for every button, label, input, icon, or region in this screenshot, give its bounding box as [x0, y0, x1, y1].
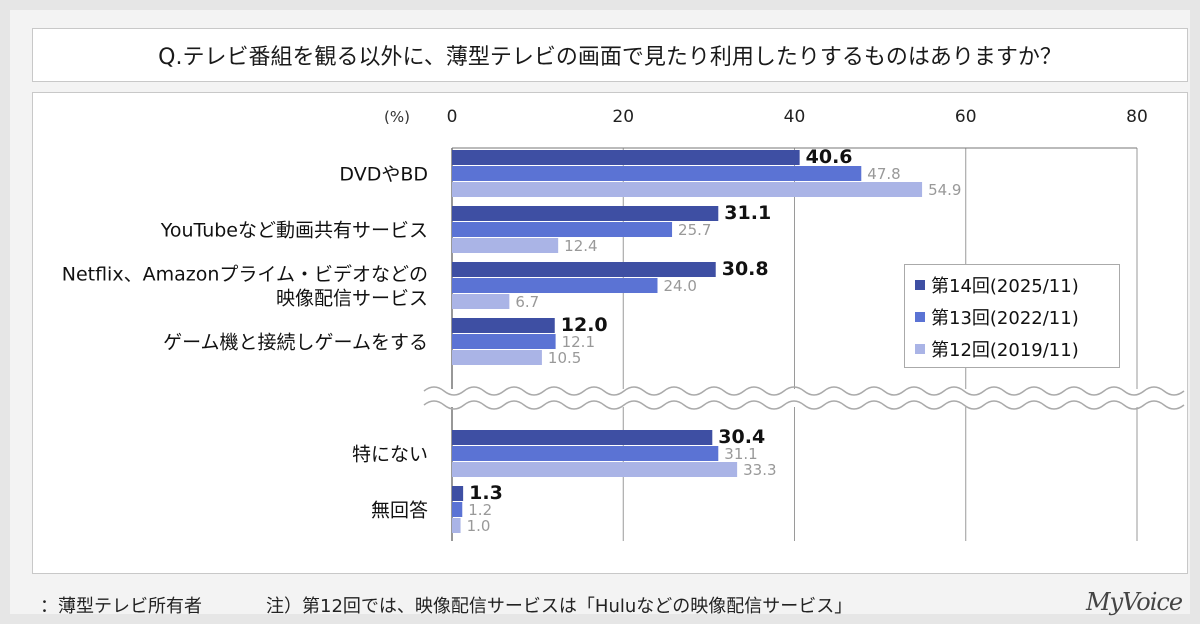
category-label: 特にない [352, 444, 428, 466]
bar-s13 [452, 278, 658, 293]
axis-break-wave [423, 400, 1185, 410]
data-label-s13: 47.8 [867, 165, 900, 183]
data-label-s14: 30.4 [718, 426, 765, 448]
x-tick-label: 40 [784, 107, 806, 127]
bar-s13 [452, 502, 463, 517]
legend-item-s12: 第12回(2019/11) [915, 333, 1109, 365]
bar-s12 [452, 462, 738, 477]
data-label-s12: 33.3 [743, 461, 776, 479]
bar-s12 [452, 518, 461, 533]
legend-swatch-s14 [915, 280, 925, 290]
legend-label-s13: 第13回(2022/11) [931, 308, 1079, 329]
data-label-s13: 1.2 [468, 501, 492, 519]
category-label: DVDやBD [339, 164, 428, 186]
category-label: 映像配信サービス [276, 288, 428, 310]
category-label: Netflix、Amazonプライム・ビデオなどの [62, 264, 428, 286]
bar-s13 [452, 222, 673, 237]
data-label-s13: 12.1 [562, 333, 595, 351]
footnote: 注）第12回では、映像配信サービスは「Huluなどの映像配信サービス」 [266, 596, 853, 617]
data-label-s14: 40.6 [806, 146, 853, 168]
bar-s14 [452, 150, 800, 165]
bar-s13 [452, 334, 556, 349]
bar-s12 [452, 182, 923, 197]
brand-logo: MyVoice [1086, 588, 1183, 616]
data-label-s13: 31.1 [724, 445, 757, 463]
axis-break-wave [423, 386, 1185, 396]
category-label: 無回答 [371, 500, 428, 522]
data-label-s14: 1.3 [469, 482, 503, 504]
legend-swatch-s12 [915, 344, 925, 354]
data-label-s14: 30.8 [722, 258, 769, 280]
x-tick-label: 20 [612, 107, 634, 127]
data-label-s12: 1.0 [467, 517, 491, 535]
data-label-s12: 12.4 [564, 237, 597, 255]
bar-s14 [452, 206, 719, 221]
bar-s13 [452, 166, 862, 181]
bar-s12 [452, 238, 559, 253]
bar-s12 [452, 294, 510, 309]
x-tick-label: 0 [447, 107, 458, 127]
bar-s14 [452, 318, 555, 333]
category-label: YouTubeなど動画共有サービス [160, 220, 428, 242]
data-label-s12: 10.5 [548, 349, 581, 367]
data-label-s12: 54.9 [928, 181, 961, 199]
bar-s13 [452, 446, 719, 461]
legend-label-s12: 第12回(2019/11) [931, 340, 1079, 361]
legend-label-s14: 第14回(2025/11) [931, 276, 1079, 297]
legend-item-s13: 第13回(2022/11) [915, 301, 1109, 333]
bar-s14 [452, 430, 713, 445]
unit-label: (%) [384, 108, 410, 126]
data-label-s14: 31.1 [724, 202, 771, 224]
data-label-s13: 24.0 [664, 277, 697, 295]
axis-break-band [424, 389, 1160, 407]
data-label-s14: 12.0 [561, 314, 608, 336]
data-label-s12: 6.7 [515, 293, 539, 311]
chart-title: Q.テレビ番組を観る以外に、薄型テレビの画面で見たり利用したりするものはあります… [32, 28, 1188, 82]
legend-item-s14: 第14回(2025/11) [915, 269, 1109, 301]
respondents-note: ：薄型テレビ所有者 [40, 596, 202, 617]
bar-s14 [452, 486, 464, 501]
legend-swatch-s13 [915, 312, 925, 322]
legend: 第14回(2025/11) 第13回(2022/11) 第12回(2019/11… [904, 264, 1120, 368]
bar-s12 [452, 350, 542, 365]
x-tick-label: 60 [955, 107, 977, 127]
x-tick-label: 80 [1126, 107, 1148, 127]
bar-s14 [452, 262, 716, 277]
data-label-s13: 25.7 [678, 221, 711, 239]
category-label: ゲーム機と接続しゲームをする [163, 332, 428, 354]
